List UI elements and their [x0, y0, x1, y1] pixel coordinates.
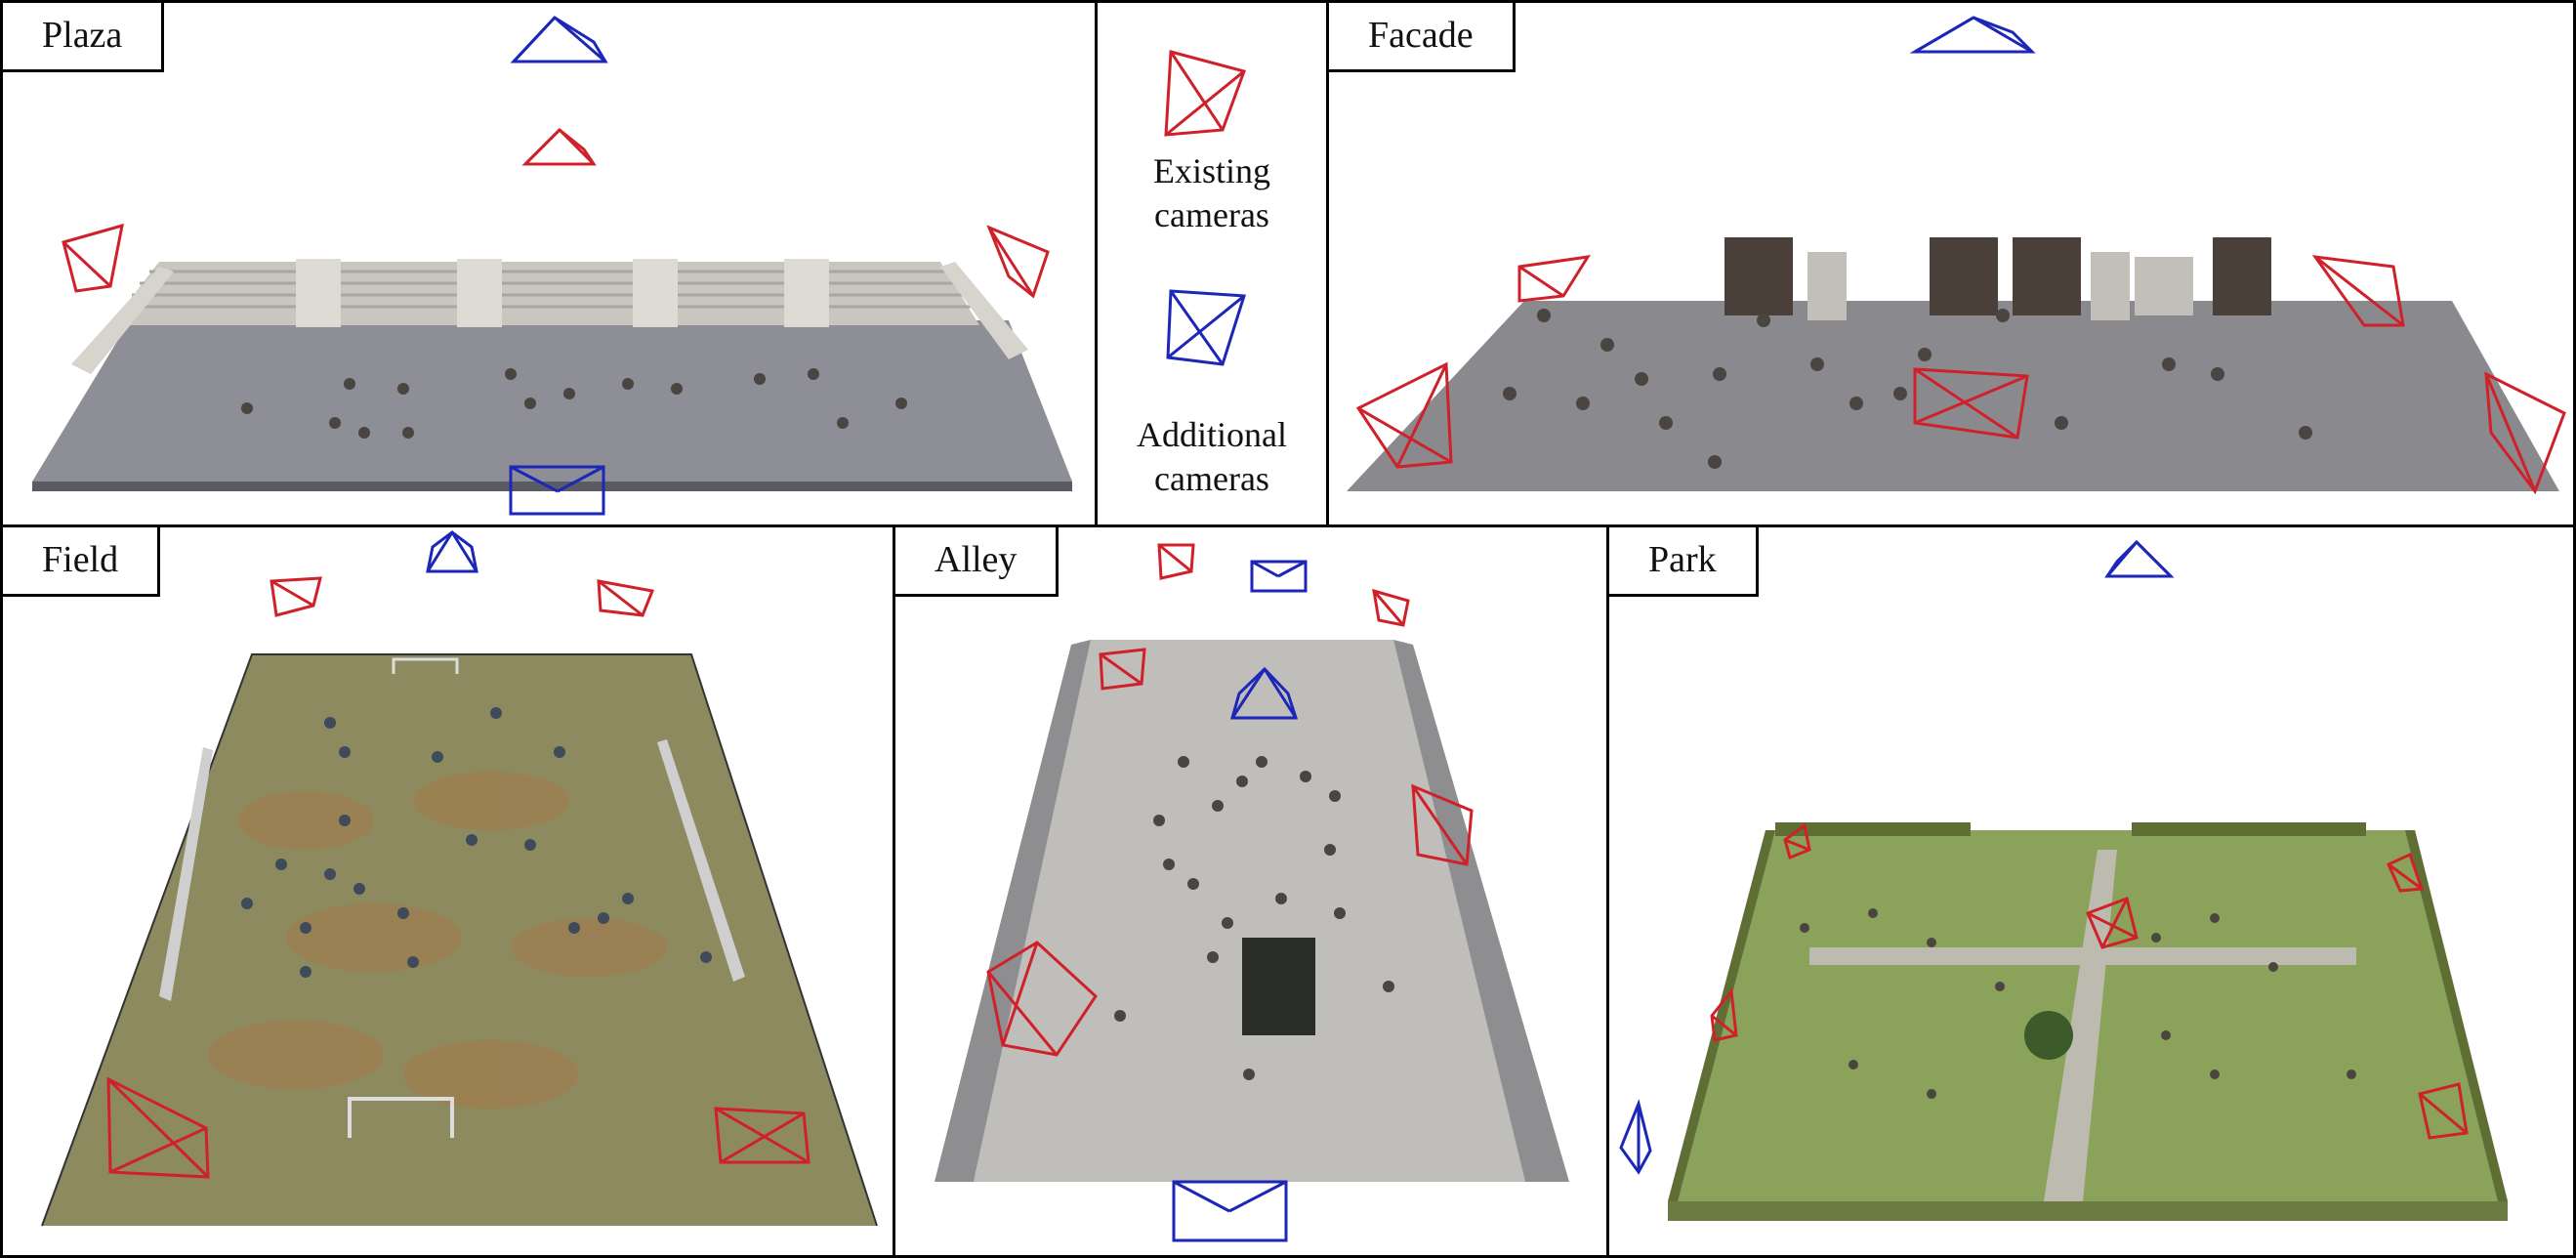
legend-icon-additional-camera — [1166, 289, 1247, 366]
legend-icon-existing-camera — [1164, 50, 1246, 137]
plaza-ground — [32, 320, 1072, 482]
alley-camera-existing-upper-right — [1372, 588, 1410, 627]
park-camera-additional-left — [1619, 1099, 1652, 1175]
alley-people — [1114, 756, 1394, 1080]
panel-label-field: Field — [3, 527, 161, 597]
field-goal-top — [392, 657, 459, 674]
park-hedge — [1668, 822, 2508, 1201]
plaza-pillars — [296, 259, 829, 327]
field-camera-existing-bottom-right — [714, 1107, 810, 1164]
park-camera-existing-top-left — [1783, 822, 1811, 860]
plaza-camera-existing-left — [62, 223, 124, 293]
panel-facade: Facade — [1326, 0, 2576, 527]
alley-camera-existing-right — [1411, 783, 1474, 866]
legend-additional-line1: Additional — [1137, 415, 1287, 454]
legend-panel: Existing cameras Additional cameras — [1095, 0, 1329, 527]
park-camera-additional-top — [2104, 539, 2175, 578]
plaza-stairs — [110, 262, 979, 325]
field-camera-existing-top-left — [270, 576, 322, 617]
legend-existing-text: Existing cameras — [1098, 149, 1326, 237]
plaza-camera-additional-bottom — [509, 465, 605, 516]
panel-alley: Alley — [893, 524, 1609, 1258]
alley-camera-additional-top — [1250, 560, 1308, 593]
alley-camera-additional-center — [1230, 666, 1299, 720]
panel-plaza: Plaza — [0, 0, 1098, 527]
facade-scene — [1347, 16, 2566, 495]
alley-kiosk — [1242, 938, 1315, 1035]
facade-camera-existing-right — [2484, 371, 2566, 495]
park-people — [1800, 908, 2356, 1099]
plaza-camera-additional-top — [510, 16, 608, 63]
panel-label-plaza: Plaza — [3, 3, 165, 72]
alley-scene — [935, 543, 1569, 1242]
plaza-camera-existing-right — [986, 225, 1050, 299]
field-camera-existing-top-right — [597, 579, 655, 617]
facade-camera-existing-upper-right — [2311, 255, 2405, 327]
alley-camera-existing-upper-left — [1099, 648, 1146, 691]
alley-camera-additional-bottom — [1172, 1180, 1288, 1242]
facade-camera-additional-top — [1909, 16, 2036, 54]
panel-field: Field — [0, 524, 895, 1258]
facade-camera-existing-upper-left — [1517, 255, 1591, 303]
legend-additional-text: Additional cameras — [1098, 413, 1326, 501]
legend-additional-line2: cameras — [1154, 459, 1269, 498]
plaza-people — [241, 368, 907, 439]
panel-label-park: Park — [1609, 527, 1759, 597]
alley-ground — [974, 640, 1525, 1182]
field-bench-right — [657, 739, 745, 982]
park-tree — [2024, 1011, 2073, 1060]
facade-camera-existing-center — [1913, 367, 2029, 440]
park-camera-existing-left — [1710, 987, 1738, 1042]
panel-label-alley: Alley — [895, 527, 1059, 597]
alley-camera-existing-top-left — [1157, 543, 1195, 580]
panel-park: Park — [1606, 524, 2576, 1258]
field-people — [241, 707, 712, 978]
park-scene — [1619, 539, 2508, 1221]
park-camera-existing-right — [2418, 1082, 2469, 1140]
park-camera-existing-center — [2086, 897, 2139, 949]
field-fence — [41, 653, 878, 1227]
facade-people — [1503, 309, 2312, 469]
field-bench-left — [159, 747, 213, 1001]
field-camera-additional-top — [426, 530, 478, 573]
panel-label-facade: Facade — [1329, 3, 1516, 72]
field-scene — [41, 530, 878, 1227]
field-goal-bottom — [348, 1097, 454, 1138]
legend-existing-line2: cameras — [1154, 195, 1269, 234]
park-camera-existing-top-right — [2387, 852, 2425, 893]
facade-buildings — [1724, 237, 2271, 315]
alley-camera-existing-left — [986, 941, 1098, 1057]
plaza-scene — [32, 16, 1072, 516]
facade-camera-existing-left — [1355, 361, 1453, 469]
field-camera-existing-bottom-left — [106, 1076, 210, 1179]
plaza-camera-existing-top — [521, 127, 597, 166]
legend-existing-line1: Existing — [1152, 151, 1270, 190]
